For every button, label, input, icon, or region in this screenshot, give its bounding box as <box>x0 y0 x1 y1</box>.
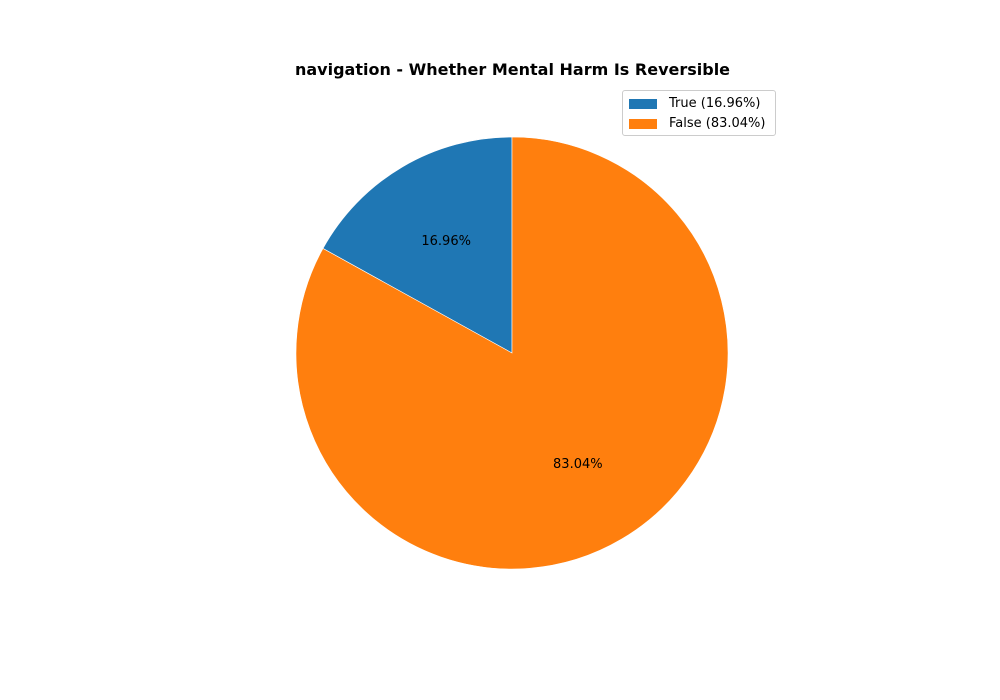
chart-title: navigation - Whether Mental Harm Is Reve… <box>294 60 731 79</box>
legend-swatch-true <box>629 99 657 109</box>
legend-label-true: True (16.96%) <box>669 96 761 111</box>
slice-label-false: 83.04% <box>553 457 603 472</box>
legend: True (16.96%) False (83.04%) <box>622 90 776 136</box>
legend-item-true: True (16.96%) <box>629 95 774 113</box>
pie-slice-true <box>322 136 513 354</box>
legend-label-false: False (83.04%) <box>669 116 766 131</box>
legend-swatch-false <box>629 119 657 129</box>
pie-slice-labels: 16.96% 83.04% <box>421 234 602 472</box>
legend-item-false: False (83.04%) <box>629 115 774 133</box>
pie-slice-false <box>295 136 729 570</box>
slice-label-true: 16.96% <box>421 234 471 249</box>
pie-slices <box>295 136 729 570</box>
